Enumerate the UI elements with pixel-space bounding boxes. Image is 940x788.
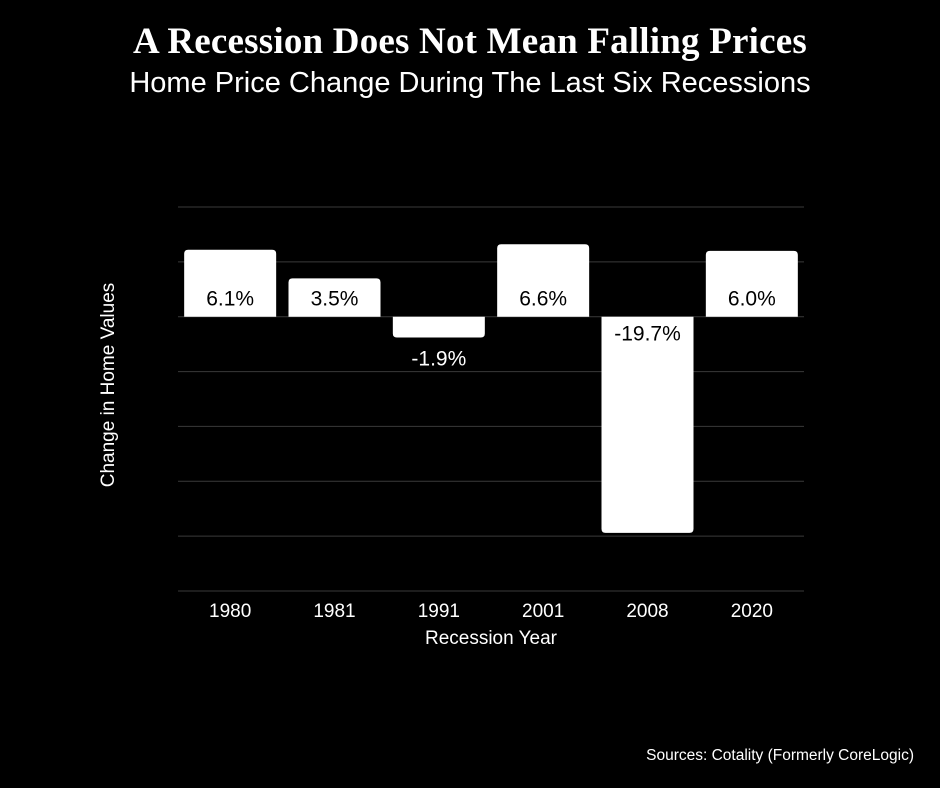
y-axis-label: Change in Home Values	[98, 283, 119, 488]
x-axis-label: Recession Year	[425, 628, 558, 649]
bar-1981	[288, 278, 381, 317]
data-label: 6.0%	[728, 288, 776, 311]
x-tick-label: 1991	[418, 601, 460, 622]
bar-1980	[184, 249, 277, 317]
bar-2001	[497, 244, 590, 317]
x-tick-label: 2020	[731, 601, 773, 622]
gridlines	[178, 206, 804, 592]
bar-2020	[705, 250, 798, 317]
x-tick-label: 2001	[522, 601, 564, 622]
bar-2008	[601, 316, 694, 533]
data-label: 6.6%	[519, 288, 567, 311]
x-tick-label: 2008	[626, 601, 668, 622]
x-tick-labels: 1980 1981 1991 2001 2008 2020	[209, 601, 773, 622]
bars	[184, 244, 798, 533]
chart-title: A Recession Does Not Mean Falling Prices	[133, 21, 807, 62]
data-label: -1.9%	[411, 348, 466, 371]
chart-subtitle: Home Price Change During The Last Six Re…	[129, 67, 811, 99]
data-label: 3.5%	[311, 288, 359, 311]
x-tick-label: 1981	[313, 601, 355, 622]
source-note: Sources: Cotality (Formerly CoreLogic)	[646, 747, 914, 764]
data-label: 6.1%	[206, 288, 254, 311]
bar-1991	[392, 316, 485, 338]
x-tick-label: 1980	[209, 601, 251, 622]
data-label: -19.7%	[614, 323, 681, 346]
data-labels: 6.1% 3.5% -1.9% 6.6% -19.7% 6.0%	[206, 288, 776, 371]
